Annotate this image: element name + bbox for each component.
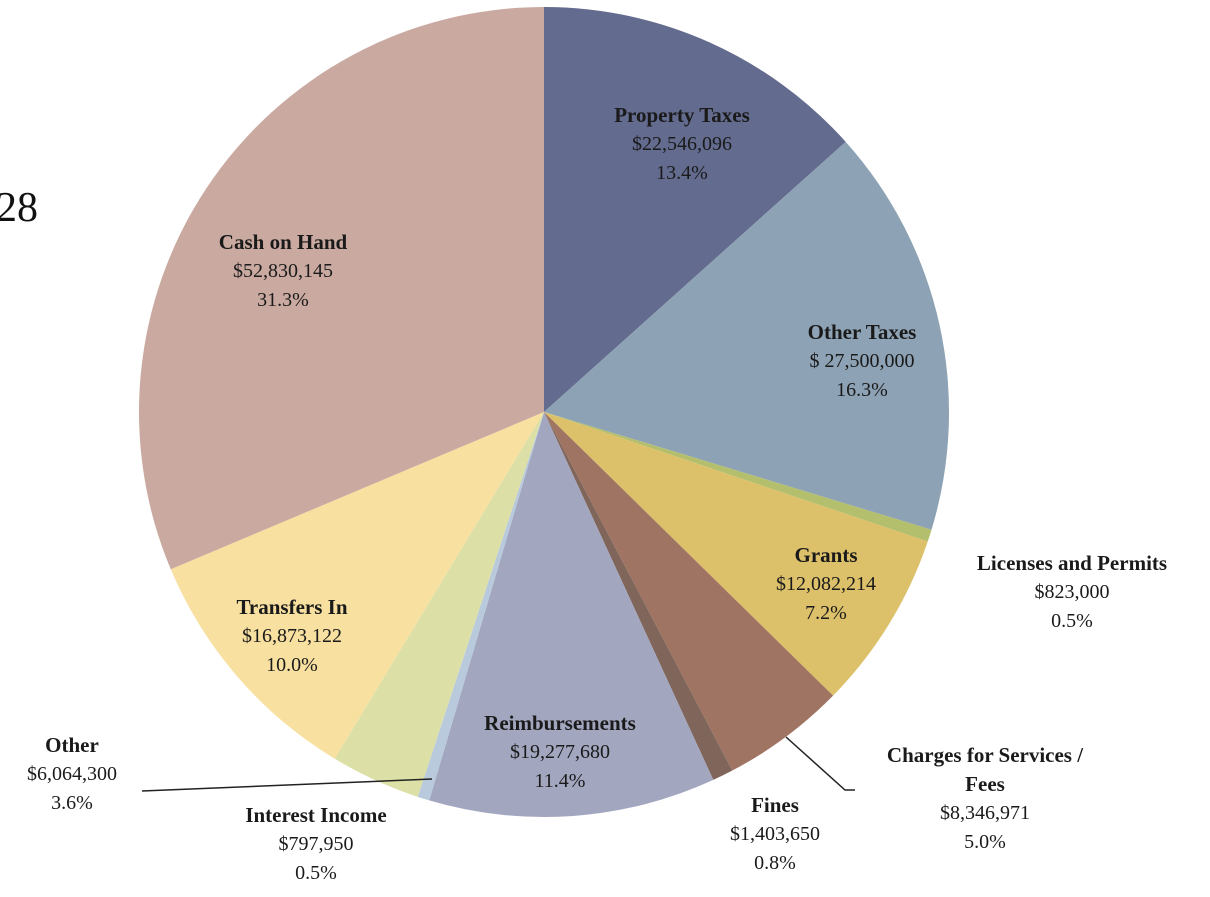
- pie-slice: [544, 412, 834, 771]
- slice-name: Charges for Services / Fees: [886, 743, 1084, 796]
- slice-label: Fines $1,403,650 0.8%: [730, 791, 820, 878]
- slice-percent: 16.3%: [836, 379, 888, 401]
- slice-percent: 11.4%: [534, 770, 586, 792]
- slice-label: Interest Income $797,950 0.5%: [245, 801, 386, 888]
- slice-percent: 0.5%: [295, 862, 337, 884]
- pie-slice: [544, 141, 950, 530]
- slice-value: $22,546,096: [632, 133, 732, 155]
- pie-slice: [170, 412, 544, 759]
- slice-value: $8,346,971: [940, 802, 1030, 824]
- slice-value: $1,403,650: [730, 823, 820, 845]
- slice-name: Reimbursements: [484, 711, 636, 735]
- slice-value: $19,277,680: [510, 741, 610, 763]
- slice-name: Other: [45, 733, 99, 757]
- slice-label: Reimbursements $19,277,680 11.4%: [484, 709, 636, 796]
- pie-slice: [417, 412, 544, 801]
- slice-label: Charges for Services / Fees $8,346,971 5.0…: [875, 741, 1095, 857]
- leader-line: [785, 736, 855, 791]
- slice-value: $52,830,145: [232, 260, 333, 282]
- slice-label: Licenses and Permits $823,000 0.5%: [977, 549, 1167, 636]
- slice-value: $ 27,500,000: [809, 350, 915, 372]
- slice-value: $6,064,300: [27, 763, 117, 785]
- slice-name: Interest Income: [245, 803, 387, 827]
- pie-slice: [429, 412, 714, 817]
- slice-percent: 10.0%: [266, 654, 318, 676]
- slice-label: Property Taxes $22,546,096 13.4%: [614, 101, 750, 188]
- leader-line: [141, 778, 433, 792]
- pie-slice: [544, 412, 928, 696]
- slice-percent: 7.2%: [805, 602, 847, 624]
- slice-percent: 13.4%: [656, 162, 708, 184]
- slice-value: $797,950: [278, 833, 354, 855]
- slice-name: Property Taxes: [614, 103, 750, 127]
- slice-label: Transfers In $16,873,122 10.0%: [236, 593, 347, 680]
- slice-percent: 0.8%: [754, 852, 796, 874]
- slice-value: $16,873,122: [242, 625, 342, 647]
- slice-name: Transfers In: [236, 595, 348, 619]
- slice-percent: 31.3%: [257, 289, 309, 311]
- slice-label: Grants $12,082,214 7.2%: [776, 541, 876, 628]
- pie-slice: [544, 412, 733, 780]
- slice-name: Grants: [794, 543, 858, 567]
- slice-percent: 5.0%: [964, 831, 1006, 853]
- slice-name: Fines: [751, 793, 799, 817]
- pie-slice: [544, 412, 932, 542]
- slice-label: Cash on Hand $52,830,145 31.3%: [219, 228, 347, 315]
- slice-label: Other $6,064,300 3.6%: [27, 731, 117, 818]
- pie-slice: [139, 7, 544, 570]
- slice-value: $12,082,214: [776, 573, 876, 595]
- slice-name: Cash on Hand: [218, 230, 348, 254]
- slice-name: Other Taxes: [807, 320, 917, 344]
- pie-slice: [544, 7, 846, 412]
- slice-label: Other Taxes $ 27,500,000 16.3%: [808, 318, 917, 405]
- chart-title: 28: [0, 185, 38, 231]
- slice-percent: 3.6%: [51, 792, 93, 814]
- slice-value: $823,000: [1034, 581, 1110, 603]
- slice-name: Licenses and Permits: [976, 551, 1168, 575]
- pie-slice: [334, 412, 544, 797]
- slice-percent: 0.5%: [1051, 610, 1093, 632]
